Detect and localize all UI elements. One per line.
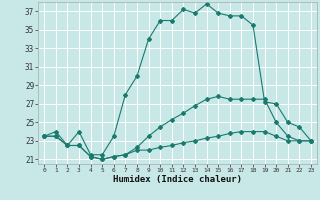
X-axis label: Humidex (Indice chaleur): Humidex (Indice chaleur): [113, 175, 242, 184]
